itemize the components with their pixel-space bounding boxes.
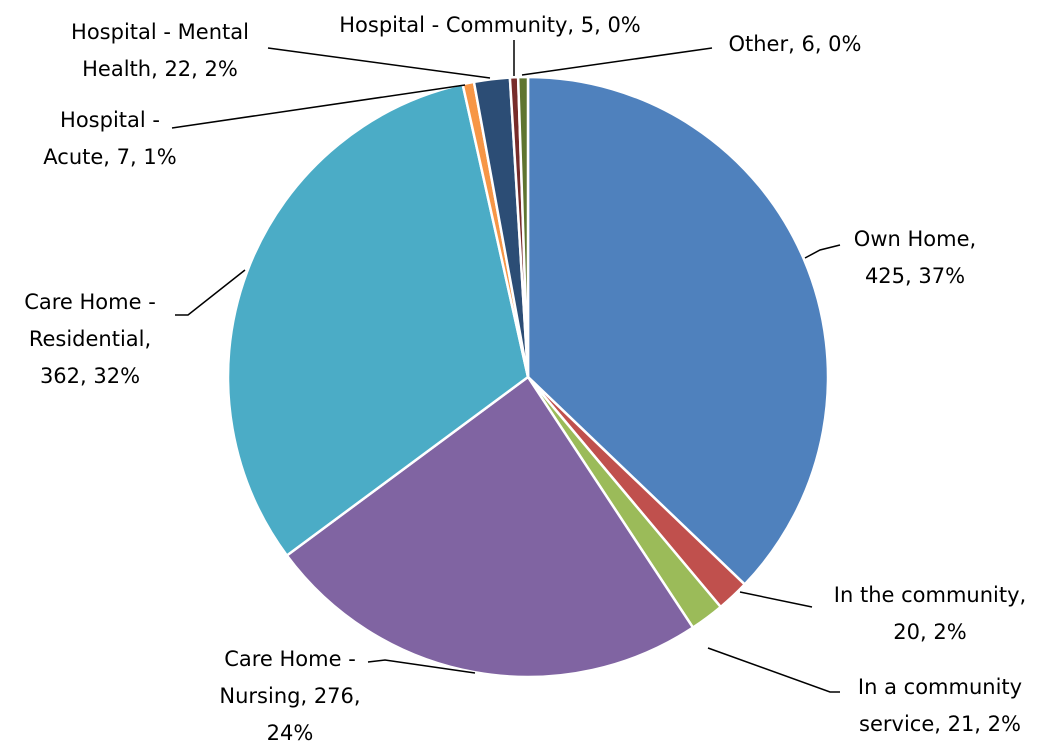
data-label: Hospital - xyxy=(60,108,160,132)
data-label: Other, 6, 0% xyxy=(728,32,861,56)
data-label: In a community xyxy=(858,675,1022,699)
data-label: 425, 37% xyxy=(865,264,965,288)
data-label: Acute, 7, 1% xyxy=(43,145,176,169)
leader-line xyxy=(521,47,713,76)
data-label: Hospital - Community, 5, 0% xyxy=(339,13,641,37)
leader-line xyxy=(707,647,840,693)
pie-slice xyxy=(526,75,830,587)
leader-line xyxy=(171,84,466,129)
leader-line xyxy=(367,659,476,674)
pie-slice xyxy=(516,75,530,378)
leader-line xyxy=(739,591,813,608)
pie-slice xyxy=(285,375,695,679)
leader-line xyxy=(267,47,491,79)
data-label: 362, 32% xyxy=(40,364,140,388)
data-label: Own Home, xyxy=(854,227,976,251)
data-label: In the community, xyxy=(834,583,1026,607)
data-label: Care Home - xyxy=(24,290,156,314)
data-label: Care Home - xyxy=(224,647,356,671)
data-label: Residential, xyxy=(29,327,151,351)
leader-line xyxy=(804,244,841,259)
data-label: Hospital - Mental xyxy=(71,20,249,44)
data-label: 20, 2% xyxy=(893,620,966,644)
data-label: 24% xyxy=(267,721,314,745)
data-label: Health, 22, 2% xyxy=(82,57,238,81)
pie-slice xyxy=(226,82,530,558)
data-label: service, 21, 2% xyxy=(859,712,1021,736)
leader-line xyxy=(175,269,246,316)
data-label: Nursing, 276, xyxy=(219,684,360,708)
